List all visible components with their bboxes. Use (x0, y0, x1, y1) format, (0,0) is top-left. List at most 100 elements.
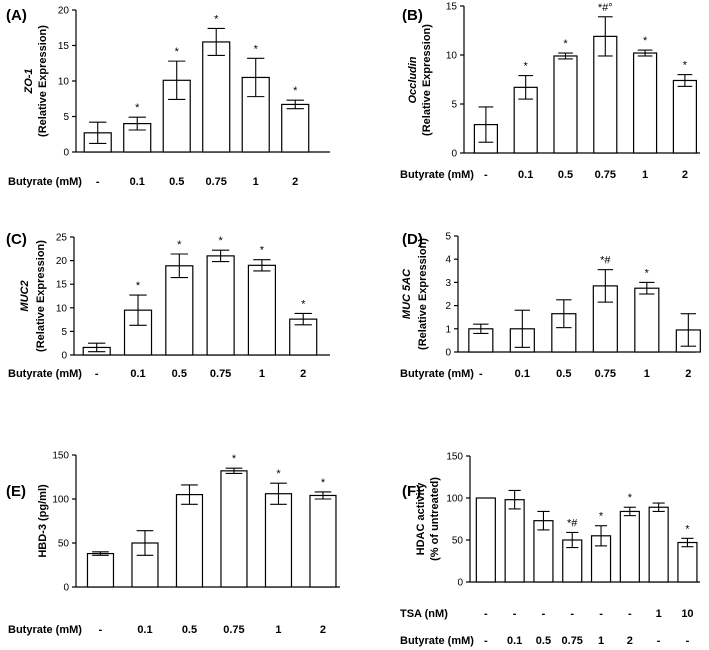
y-tick-label: 2 (445, 301, 451, 312)
significance-label: * (175, 46, 180, 58)
y-tick-label: 4 (445, 255, 451, 266)
x-tick-label: 2 (627, 635, 633, 647)
significance-label: * (321, 477, 326, 489)
bar (553, 55, 578, 154)
x-tick-label: 0.5 (182, 624, 197, 636)
bar (619, 510, 640, 583)
x-tick-label: 1 (259, 368, 265, 380)
x-tick-label: - (484, 169, 488, 181)
significance-label: * (563, 38, 568, 50)
x-row-label: Butyrate (mM) (400, 169, 474, 181)
bar (264, 493, 293, 588)
x-row-label: Butyrate (mM) (8, 176, 82, 188)
x-tick-label: 0.1 (137, 624, 152, 636)
y-tick-label: 1 (445, 324, 451, 335)
y-tick-label: 10 (58, 77, 70, 88)
x-tick-label: 1 (275, 624, 281, 636)
bar (632, 52, 658, 154)
bar (504, 499, 525, 583)
y-tick-label: 5 (451, 100, 457, 111)
x-tick-label: 0.1 (515, 368, 530, 380)
significance-label: * (136, 280, 141, 292)
y-tick-label: 0 (451, 149, 457, 160)
bar (123, 122, 152, 153)
x-tick-label: - (513, 608, 517, 620)
x-tick-label: 0.75 (595, 368, 616, 380)
significance-label: *# (600, 255, 611, 267)
y-axis-gene-label: MUC 5AC (401, 268, 413, 319)
bar (220, 470, 248, 588)
x-tick-label: 0.75 (562, 635, 583, 647)
x-tick-label: - (628, 608, 632, 620)
significance-label: * (260, 245, 265, 257)
x-row-label: TSA (nM) (400, 608, 448, 620)
significance-label: * (214, 13, 219, 25)
x-tick-label: 0.75 (206, 176, 227, 188)
y-tick-label: 15 (58, 41, 70, 52)
significance-label: *# (567, 517, 578, 529)
bar (241, 76, 270, 153)
bar (247, 264, 277, 356)
bar (672, 79, 697, 154)
y-axis-label-secondary: (% of untreated) (429, 477, 441, 561)
x-tick-label: 0.1 (130, 368, 145, 380)
y-tick-label: 0 (63, 148, 69, 159)
significance-label: * (685, 523, 690, 535)
significance-label: *#° (598, 2, 613, 14)
y-tick-label: 0 (457, 578, 463, 589)
bar (165, 265, 194, 356)
y-tick-label: 5 (63, 112, 69, 123)
y-tick-label: 100 (52, 495, 69, 506)
x-tick-label: - (686, 635, 690, 647)
y-axis-label: HDAC activity (415, 482, 427, 556)
x-tick-label: 0.5 (536, 635, 551, 647)
y-tick-label: 5 (61, 327, 67, 338)
x-tick-label: 0.1 (518, 169, 533, 181)
x-row-label: Butyrate (mM) (8, 368, 82, 380)
chart-panel-3: (C) 0 5 10 15 20 25 MUC2 (Relative Expression) * *… (6, 231, 330, 380)
x-row-label: Butyrate (mM) (400, 635, 474, 647)
y-axis-gene-label: ZO-1 (23, 68, 35, 94)
x-tick-label: - (484, 635, 488, 647)
significance-label: * (232, 453, 237, 465)
y-axis-label: HBD-3 (pg/ml) (37, 484, 49, 558)
y-tick-label: 150 (446, 452, 463, 463)
y-tick-label: 50 (452, 536, 464, 547)
y-tick-label: 20 (58, 6, 70, 17)
y-axis-label: (Relative Expression) (35, 240, 47, 352)
y-axis-label: (Relative Expression) (37, 25, 49, 137)
x-tick-label: 0.75 (210, 368, 231, 380)
x-tick-label: 0.5 (556, 368, 571, 380)
x-tick-label: - (657, 635, 661, 647)
x-row-label: Butyrate (mM) (8, 624, 82, 636)
x-tick-label: 0.5 (169, 176, 184, 188)
bar (475, 497, 496, 583)
y-tick-label: 0 (61, 351, 67, 362)
y-tick-label: 15 (56, 280, 68, 291)
y-axis-gene-label: MUC2 (19, 280, 31, 311)
bar (202, 41, 231, 153)
x-tick-label: 0.1 (130, 176, 145, 188)
panel-label: (D) (402, 231, 423, 248)
significance-label: * (683, 60, 688, 72)
x-tick-label: - (95, 368, 99, 380)
x-tick-label: 0.5 (558, 169, 573, 181)
x-tick-label: 1 (644, 368, 650, 380)
x-tick-label: 1 (598, 635, 604, 647)
x-tick-label: 0.75 (595, 169, 616, 181)
x-tick-label: 2 (320, 624, 326, 636)
significance-label: * (135, 102, 140, 114)
x-tick-label: - (96, 176, 100, 188)
x-tick-label: 0.1 (507, 635, 522, 647)
bar (309, 494, 337, 588)
chart-panel-5: (E) 0 50 100 150 HBD-3 (pg/ml) * * * Butyrate (mM… (6, 451, 340, 636)
x-tick-label: 0.5 (172, 368, 187, 380)
y-tick-label: 10 (56, 303, 68, 314)
significance-label: * (218, 235, 223, 247)
bar (281, 103, 310, 153)
y-tick-label: 0 (445, 348, 451, 359)
panel-label: (A) (6, 7, 27, 24)
y-tick-label: 50 (58, 539, 70, 550)
bar (634, 287, 660, 353)
